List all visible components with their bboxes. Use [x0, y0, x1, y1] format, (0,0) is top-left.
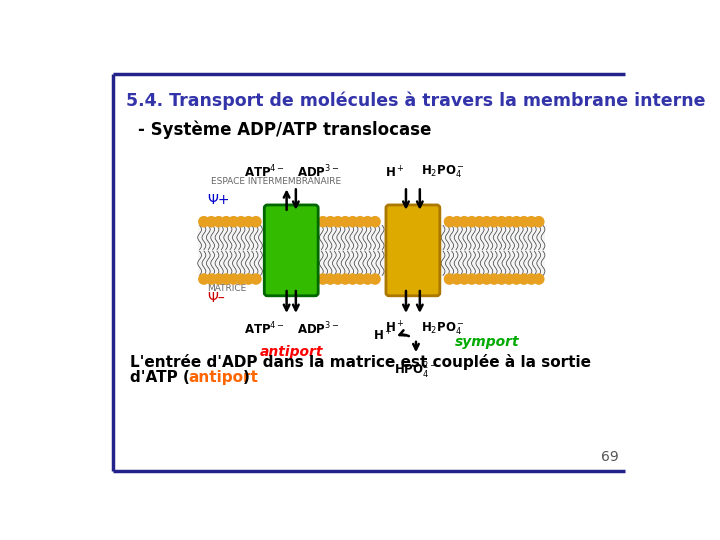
- Text: ESPACE INTERMEMBRANAIRE: ESPACE INTERMEMBRANAIRE: [211, 178, 341, 186]
- Circle shape: [518, 273, 530, 285]
- Circle shape: [510, 273, 522, 285]
- Circle shape: [451, 273, 463, 285]
- Text: antiport: antiport: [189, 370, 258, 386]
- Circle shape: [228, 273, 239, 285]
- Circle shape: [235, 273, 247, 285]
- Text: ATP$^{4-}$: ATP$^{4-}$: [244, 320, 285, 337]
- Circle shape: [198, 273, 210, 285]
- Circle shape: [243, 216, 254, 227]
- Text: ): ): [243, 370, 250, 386]
- Circle shape: [503, 273, 515, 285]
- Text: L'entrée d'ADP dans la matrice est couplée à la sortie: L'entrée d'ADP dans la matrice est coupl…: [130, 354, 591, 369]
- Circle shape: [444, 273, 455, 285]
- Circle shape: [474, 273, 485, 285]
- Circle shape: [317, 216, 329, 227]
- Circle shape: [481, 273, 492, 285]
- Circle shape: [198, 216, 210, 227]
- Circle shape: [325, 273, 336, 285]
- Text: symport: symport: [455, 335, 520, 349]
- FancyBboxPatch shape: [264, 205, 318, 296]
- Text: 69: 69: [601, 450, 619, 464]
- Circle shape: [220, 273, 232, 285]
- Circle shape: [510, 216, 522, 227]
- Circle shape: [488, 273, 500, 285]
- Circle shape: [354, 273, 366, 285]
- Circle shape: [496, 273, 508, 285]
- Circle shape: [250, 216, 261, 227]
- Circle shape: [362, 216, 374, 227]
- Circle shape: [526, 273, 537, 285]
- Circle shape: [340, 216, 351, 227]
- Text: MATRICE: MATRICE: [207, 284, 246, 293]
- Circle shape: [354, 216, 366, 227]
- Circle shape: [369, 273, 381, 285]
- Circle shape: [526, 216, 537, 227]
- Circle shape: [362, 273, 374, 285]
- Circle shape: [332, 216, 343, 227]
- Circle shape: [325, 216, 336, 227]
- FancyBboxPatch shape: [386, 205, 440, 296]
- Text: ADP$^{3-}$: ADP$^{3-}$: [297, 164, 340, 180]
- Circle shape: [496, 216, 508, 227]
- Circle shape: [369, 216, 381, 227]
- Circle shape: [533, 273, 544, 285]
- Circle shape: [205, 216, 217, 227]
- Circle shape: [481, 216, 492, 227]
- Circle shape: [220, 216, 232, 227]
- Text: Ψ+: Ψ+: [207, 193, 230, 207]
- Circle shape: [250, 273, 261, 285]
- Circle shape: [205, 273, 217, 285]
- Circle shape: [228, 216, 239, 227]
- Text: ATP$^{4-}$: ATP$^{4-}$: [244, 164, 285, 180]
- Text: H$_2$PO$_4^-$: H$_2$PO$_4^-$: [421, 164, 465, 180]
- Circle shape: [503, 216, 515, 227]
- Text: 5.4. Transport de molécules à travers la membrane interne: 5.4. Transport de molécules à travers la…: [127, 92, 706, 110]
- Circle shape: [235, 216, 247, 227]
- Circle shape: [466, 216, 477, 227]
- Circle shape: [243, 273, 254, 285]
- Circle shape: [213, 273, 225, 285]
- Circle shape: [213, 216, 225, 227]
- Circle shape: [459, 216, 470, 227]
- Circle shape: [451, 216, 463, 227]
- Text: antiport: antiport: [259, 345, 323, 359]
- Circle shape: [488, 216, 500, 227]
- Circle shape: [474, 216, 485, 227]
- Text: H$^+$: H$^+$: [385, 320, 405, 336]
- Text: H$^+$: H$^+$: [373, 328, 393, 343]
- Circle shape: [347, 273, 359, 285]
- Circle shape: [317, 273, 329, 285]
- Text: H$_2$PO$_4^-$: H$_2$PO$_4^-$: [421, 320, 465, 337]
- Circle shape: [518, 216, 530, 227]
- Text: HPO$_4^{2-}$: HPO$_4^{2-}$: [395, 361, 438, 381]
- Circle shape: [466, 273, 477, 285]
- Circle shape: [347, 216, 359, 227]
- Circle shape: [332, 273, 343, 285]
- Text: ADP$^{3-}$: ADP$^{3-}$: [297, 320, 340, 337]
- Text: Ψ–: Ψ–: [207, 291, 225, 305]
- Text: d'ATP (: d'ATP (: [130, 370, 190, 386]
- Text: - Système ADP/ATP translocase: - Système ADP/ATP translocase: [138, 120, 431, 139]
- Circle shape: [340, 273, 351, 285]
- Circle shape: [444, 216, 455, 227]
- Circle shape: [459, 273, 470, 285]
- Bar: [198, 225, 544, 276]
- Text: H$^+$: H$^+$: [385, 165, 405, 180]
- Circle shape: [533, 216, 544, 227]
